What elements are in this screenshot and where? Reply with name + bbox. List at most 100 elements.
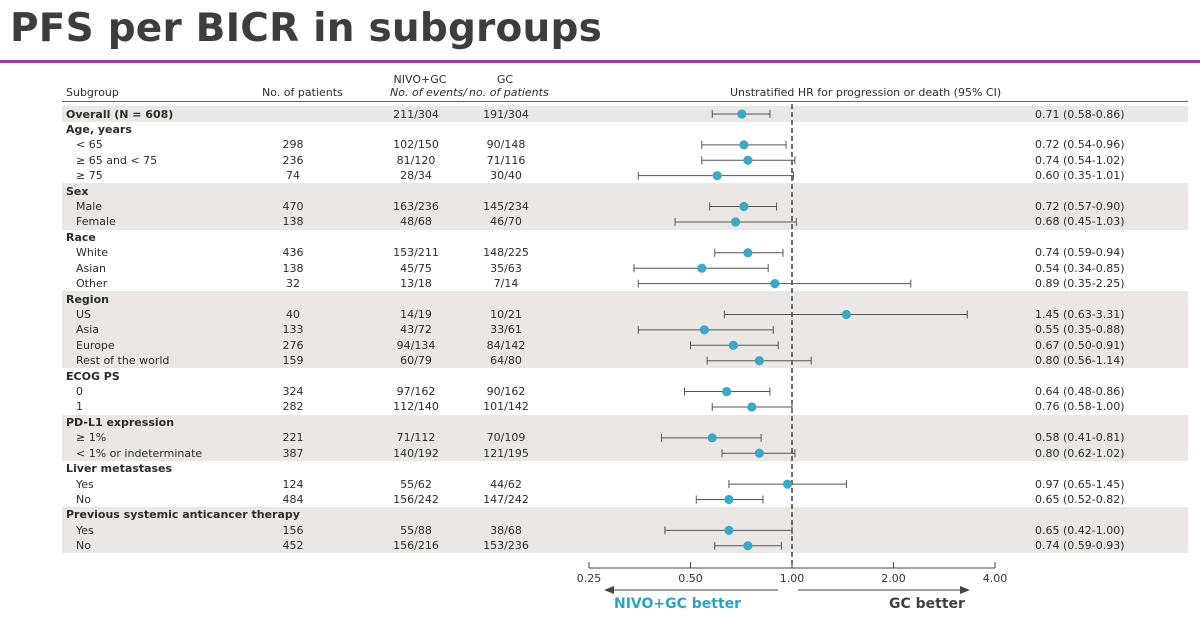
patients-count: 387 <box>282 446 304 460</box>
hr-point <box>699 325 710 335</box>
hr-point <box>707 433 717 443</box>
gc-events: 44/62 <box>490 477 522 491</box>
nivo-events: 211/304 <box>393 107 439 121</box>
hr-value: 0.80 (0.62-1.02) <box>1035 446 1125 460</box>
patients-count: 436 <box>282 246 304 260</box>
hr-value: 0.72 (0.57-0.90) <box>1035 200 1125 214</box>
hr-value: 0.89 (0.35-2.25) <box>1035 277 1125 291</box>
nivo-events: 94/134 <box>396 338 436 352</box>
subgroup-label: US <box>76 307 92 321</box>
patients-count: 159 <box>282 354 304 368</box>
gc-events: 148/225 <box>483 246 529 260</box>
hr-value: 0.68 (0.45-1.03) <box>1035 215 1125 229</box>
nivo-events: 112/140 <box>393 400 439 414</box>
subgroup-label: ≥ 75 <box>76 169 103 183</box>
gc-events: 64/80 <box>490 354 522 368</box>
subgroup-label: Rest of the world <box>76 354 170 368</box>
subgroup-label: ≥ 65 and < 75 <box>76 153 158 167</box>
subgroup-label: ≥ 1% <box>76 431 107 445</box>
category-label: PD-L1 expression <box>66 415 175 429</box>
hr-point <box>730 217 741 227</box>
hr-value: 0.74 (0.59-0.93) <box>1035 539 1125 553</box>
right-arrow-head <box>960 586 970 594</box>
patients-count: 236 <box>282 153 304 167</box>
gc-events: 121/195 <box>483 446 529 460</box>
hr-point <box>782 479 793 489</box>
patients-count: 138 <box>282 261 304 275</box>
hr-value: 0.67 (0.50-0.91) <box>1035 338 1125 352</box>
gc-events: 90/148 <box>486 138 526 152</box>
gc-events: 153/236 <box>483 539 529 553</box>
header-hr: Unstratified HR for progression or death… <box>730 86 1002 99</box>
nivo-events: 48/68 <box>400 215 432 229</box>
nivo-events: 14/19 <box>400 307 432 321</box>
category-label: Region <box>66 292 109 306</box>
patients-count: 74 <box>286 169 300 183</box>
hr-point <box>712 171 722 181</box>
header-events-left: No. of events/ <box>390 86 467 99</box>
nivo-events: 102/150 <box>393 138 439 152</box>
hr-point <box>743 248 753 258</box>
header-patients: No. of patients <box>262 86 343 99</box>
gc-events: 46/70 <box>490 215 522 229</box>
hr-value: 0.60 (0.35-1.01) <box>1035 169 1125 183</box>
hr-point <box>739 201 749 212</box>
gc-events: 7/14 <box>493 277 519 291</box>
title-divider <box>0 60 1200 63</box>
hr-point <box>724 525 734 535</box>
x-tick-label: 1.00 <box>780 572 805 585</box>
category-label: Previous systemic anticancer therapy <box>66 508 300 522</box>
hr-point <box>747 402 757 412</box>
hr-value: 0.74 (0.54-1.02) <box>1035 153 1125 167</box>
patients-count: 32 <box>286 277 300 291</box>
subgroup-label: No <box>76 493 91 506</box>
hr-point <box>697 263 707 273</box>
nivo-events: 43/72 <box>400 323 432 337</box>
subgroup-label: White <box>76 246 108 260</box>
gc-better-label: GC better <box>889 596 965 612</box>
patients-count: 282 <box>282 400 304 414</box>
hr-point <box>841 309 852 320</box>
hr-point <box>739 140 749 150</box>
patients-count: 324 <box>282 385 304 399</box>
subgroup-label: Other <box>76 277 108 291</box>
nivo-events: 28/34 <box>400 169 432 183</box>
hr-value: 0.65 (0.42-1.00) <box>1035 523 1125 537</box>
gc-events: 70/109 <box>486 431 526 445</box>
category-label: ECOG PS <box>66 369 120 383</box>
category-label: Liver metastases <box>66 462 173 476</box>
patients-count: 276 <box>282 338 304 352</box>
hr-point <box>724 494 734 505</box>
x-tick-label: 2.00 <box>881 572 906 585</box>
gc-events: 38/68 <box>490 523 522 537</box>
nivo-events: 71/112 <box>396 431 436 445</box>
row-band <box>62 291 1188 369</box>
subgroup-label: 1 <box>76 400 83 414</box>
hr-value: 0.76 (0.58-1.00) <box>1035 400 1125 414</box>
header-gc: GC <box>496 73 514 86</box>
gc-events: 101/142 <box>483 400 529 414</box>
patients-count: 133 <box>282 323 304 337</box>
x-tick-label: 0.50 <box>678 572 703 585</box>
subgroup-label: Male <box>76 200 103 214</box>
hr-value: 1.45 (0.63-3.31) <box>1035 307 1125 321</box>
subgroup-label: No <box>76 539 91 553</box>
hr-value: 0.64 (0.48-0.86) <box>1035 385 1125 399</box>
subgroup-label: Asian <box>76 261 107 275</box>
patients-count: 452 <box>282 539 304 553</box>
category-label: Race <box>66 230 96 244</box>
header-events-right: no. of patients <box>469 86 549 99</box>
gc-events: 33/61 <box>490 323 522 337</box>
overall-label: Overall (N = 608) <box>66 107 174 121</box>
nivo-events: 156/216 <box>393 539 439 553</box>
nivo-events: 156/242 <box>393 493 439 506</box>
patients-count: 298 <box>282 138 304 152</box>
gc-events: 90/162 <box>486 385 526 399</box>
patients-count: 470 <box>282 200 304 214</box>
header-nivo: NIVO+GC <box>393 73 447 86</box>
header-subgroup: Subgroup <box>66 86 119 99</box>
hr-value: 0.74 (0.59-0.94) <box>1035 246 1125 260</box>
hr-point <box>754 356 764 366</box>
subgroup-label: Female <box>76 215 116 229</box>
subgroup-label: Europe <box>76 338 115 352</box>
